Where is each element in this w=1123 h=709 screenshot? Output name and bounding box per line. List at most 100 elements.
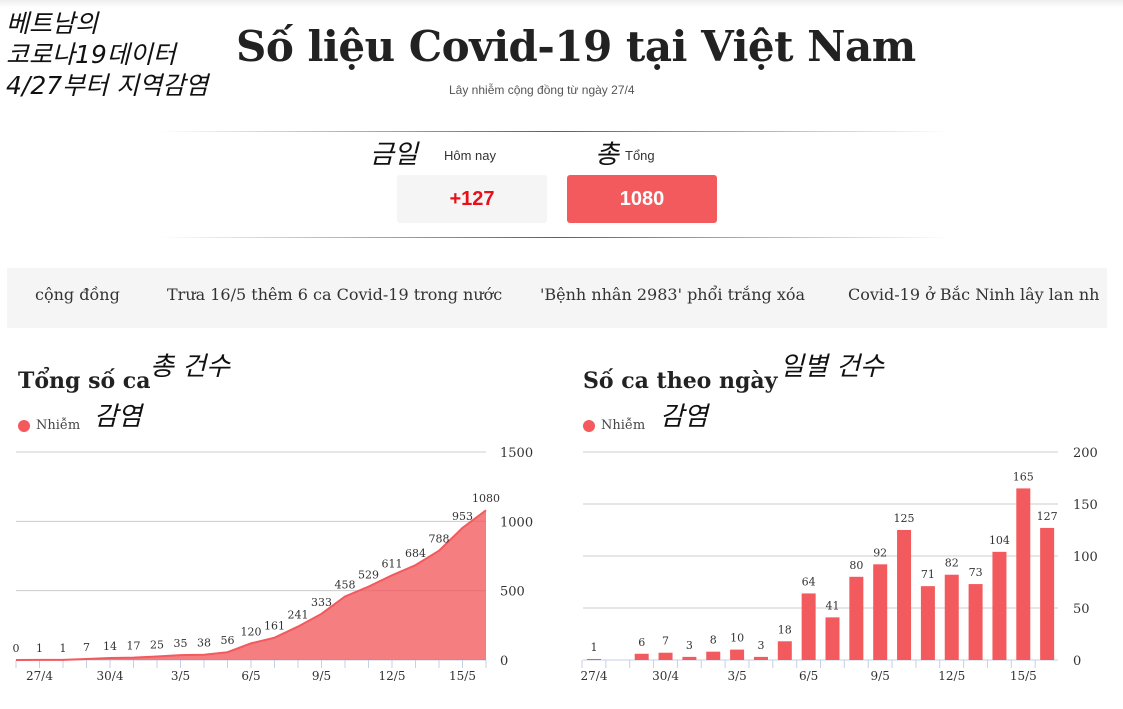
bar [849,576,864,660]
data-label: 3 [686,639,693,652]
news-link[interactable]: Trưa 16/5 thêm 6 ca Covid-19 trong nước [167,285,503,304]
data-label: 127 [1037,510,1058,523]
y-tick-label: 150 [1073,498,1098,513]
y-tick-label: 100 [1073,550,1098,565]
bar [587,658,601,660]
y-tick-label: 1000 [500,515,533,530]
bar [730,649,745,660]
bar [825,617,840,660]
legend-label: Nhiễm [36,418,81,433]
annotation-line: 4/27부터 지역감염 [6,71,209,100]
legend-label: Nhiễm [601,418,646,433]
x-tick-label: 27/4 [581,669,608,683]
data-label: 25 [150,639,164,652]
x-tick-label: 30/4 [652,669,679,683]
page-title: Số liệu Covid-19 tại Việt Nam [236,22,916,71]
data-label: 1080 [472,492,500,505]
data-label: 1 [36,642,43,655]
data-label: 611 [382,557,403,570]
bar [968,584,983,660]
data-label: 6 [638,636,645,649]
bar [920,586,935,660]
bar [634,653,649,660]
total-value: 1080 [619,187,665,210]
y-tick-label: 50 [1073,602,1090,617]
annotation-total: 총 [595,140,619,170]
news-link[interactable]: cộng đồng [35,285,120,304]
data-label: 241 [288,609,309,622]
data-label: 120 [241,625,262,638]
data-label: 18 [778,623,792,636]
data-label: 73 [969,566,983,579]
annotation-chart2: 일별 건수 [780,352,884,382]
annotation-today: 금일 [370,140,418,170]
today-label: Hôm nay [444,148,497,163]
data-label: 1 [591,641,598,654]
data-label: 71 [921,568,935,581]
area-fill [16,510,486,660]
y-tick-label: 1500 [500,446,533,461]
data-label: 38 [197,637,211,650]
data-label: 35 [174,637,188,650]
legend-dot [18,419,30,432]
bar [658,652,673,660]
x-tick-label: 15/5 [449,669,476,683]
data-label: 7 [662,635,669,648]
page-subtitle: Lây nhiễm cộng đồng từ ngày 27/4 [449,83,635,97]
chart-title-daily: Số ca theo ngày [583,368,778,394]
data-label: 125 [894,512,915,525]
data-label: 7 [83,641,90,654]
legend-total[interactable]: Nhiễm [18,418,80,433]
bar [873,564,888,660]
data-label: 56 [221,634,235,647]
data-label: 104 [989,534,1010,547]
x-tick-label: 15/5 [1010,669,1037,683]
x-tick-label: 30/4 [97,669,124,683]
today-value-box: +127 [397,175,547,223]
bar [753,656,768,660]
y-tick-label: 500 [500,585,525,600]
annotation-chart1: 총 건수 [150,352,231,382]
bar [1040,527,1055,660]
legend-daily[interactable]: Nhiễm [583,418,645,433]
data-label: 684 [405,547,426,560]
data-label: 333 [311,596,332,609]
bar [777,641,792,660]
annotation-line: 베트남의 [6,9,99,38]
data-label: 165 [1013,470,1034,483]
bar [992,551,1007,660]
data-label: 3 [757,639,764,652]
bar [897,530,912,660]
series-line [15,509,487,661]
x-tick-label: 12/5 [379,669,406,683]
news-ticker: cộng đồng Trưa 16/5 thêm 6 ca Covid-19 t… [7,268,1107,328]
divider [160,237,950,238]
annotation-legend2: 감염 [660,402,708,432]
x-tick-label: 9/5 [871,669,890,683]
news-link[interactable]: Covid-19 ở Bắc Ninh lây lan nh [848,285,1100,304]
data-label: 14 [103,640,117,653]
korean-annotation-header: 베트남의 코로나19데이터 4/27부터 지역감염 [6,8,208,101]
data-label: 82 [945,557,959,570]
data-label: 458 [335,578,356,591]
data-label: 8 [710,634,717,647]
total-value-box: 1080 [567,175,717,223]
news-link[interactable]: 'Bệnh nhân 2983' phổi trắng xóa [540,285,806,304]
x-tick-label: 27/4 [26,669,53,683]
data-label: 64 [802,575,816,588]
bar [801,593,816,660]
chart-title-total: Tổng số ca [18,368,151,394]
annotation-legend1: 감염 [94,402,142,432]
data-label: 161 [264,620,285,633]
data-label: 953 [452,510,473,523]
data-label: 92 [873,546,887,559]
x-tick-label: 3/5 [171,669,190,683]
data-label: 1 [60,642,67,655]
bar [682,656,697,660]
top-shade [0,0,1123,8]
y-tick-label: 0 [500,654,508,669]
divider [160,131,950,132]
legend-dot [583,419,595,432]
x-tick-label: 12/5 [938,669,965,683]
